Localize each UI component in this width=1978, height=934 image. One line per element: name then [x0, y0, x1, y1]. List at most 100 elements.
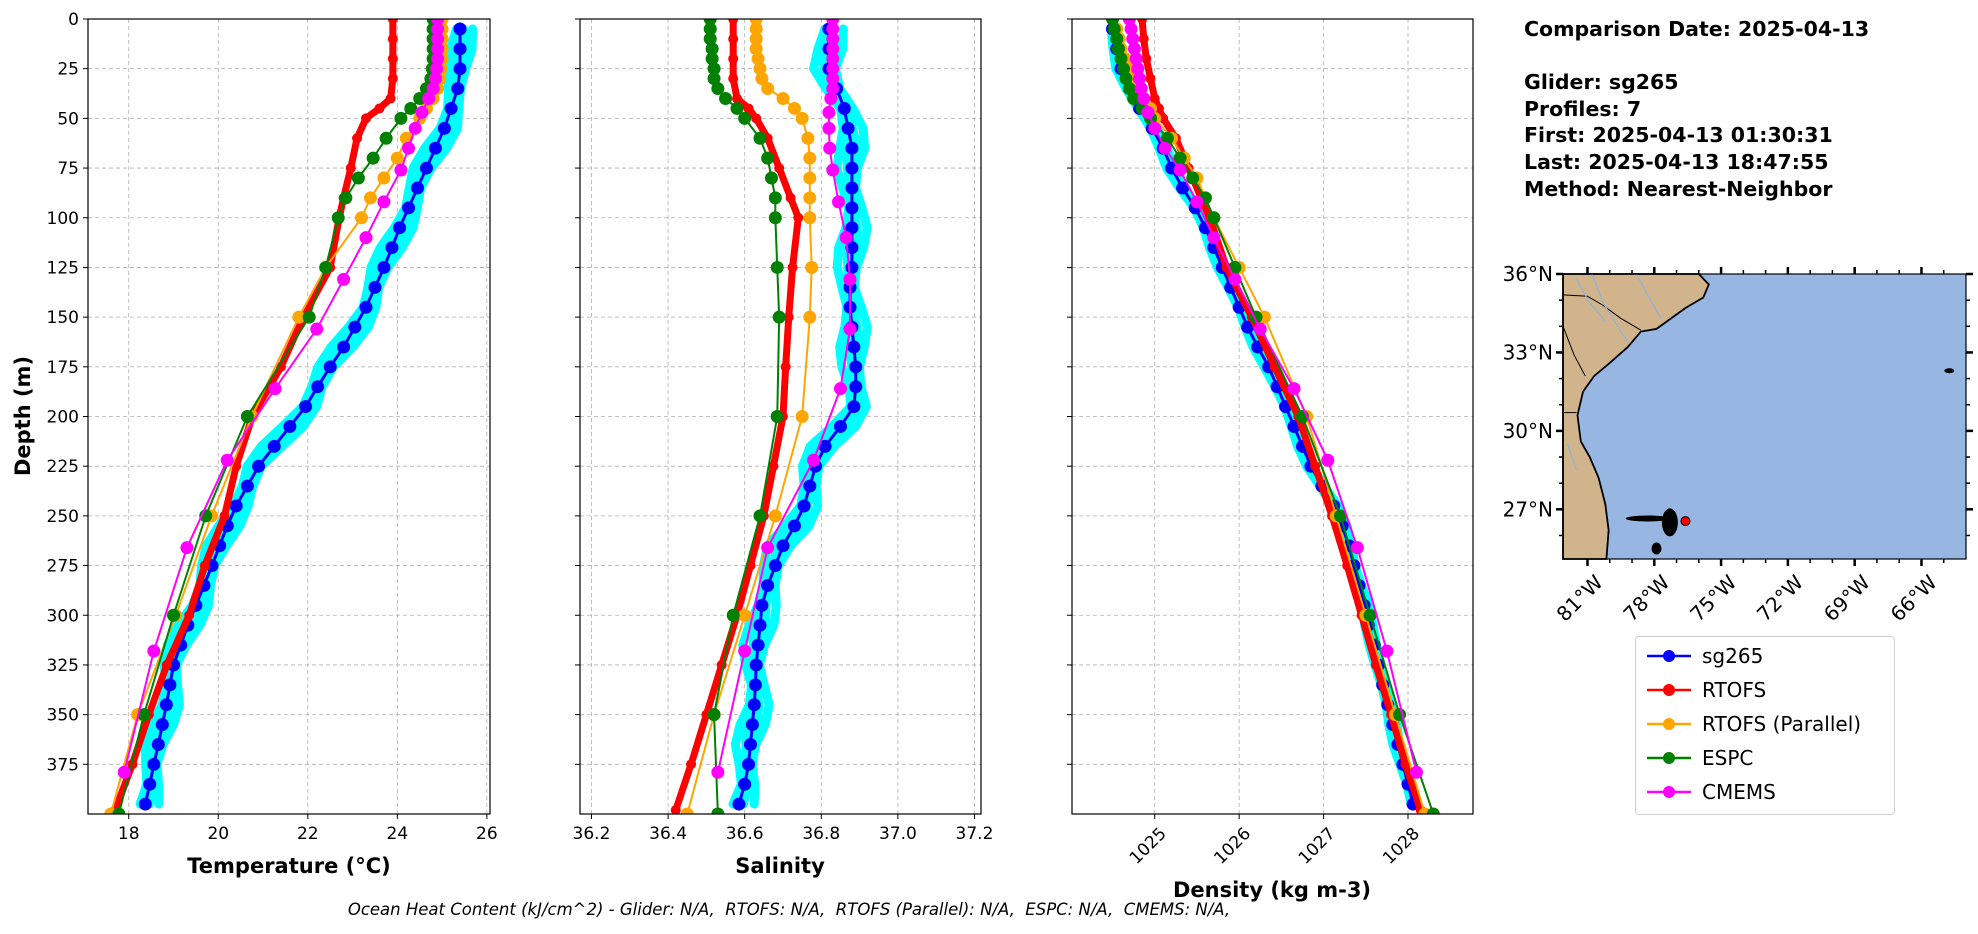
data-point	[803, 310, 817, 324]
data-point	[761, 541, 775, 555]
data-point	[366, 151, 380, 165]
plot-area	[104, 19, 478, 814]
data-point	[728, 53, 739, 64]
legend-item: ESPC	[1646, 743, 1753, 773]
salinity-axis-label: Salinity	[735, 854, 825, 878]
data-point	[753, 509, 767, 523]
data-point	[137, 708, 151, 722]
data-point	[387, 53, 398, 64]
data-point	[385, 241, 399, 255]
map-frame	[1562, 273, 1967, 560]
island	[1944, 368, 1955, 374]
data-point	[753, 62, 767, 76]
data-point	[1111, 42, 1125, 56]
comparison-date: Comparison Date: 2025-04-13	[1524, 17, 1870, 41]
data-point	[229, 499, 243, 513]
data-point	[1409, 765, 1423, 779]
data-point	[451, 82, 465, 96]
data-point	[826, 72, 840, 86]
river	[1575, 278, 1606, 322]
data-point	[670, 805, 681, 814]
series-line-sg265	[737, 28, 858, 805]
y-tick-label: 175	[47, 358, 79, 378]
data-point	[726, 608, 740, 622]
x-tick-label: 36.8	[802, 824, 840, 844]
data-point	[1141, 105, 1155, 119]
data-point	[1310, 461, 1321, 472]
data-point	[319, 260, 333, 274]
data-point	[351, 171, 365, 185]
data-point	[374, 103, 385, 114]
river	[1635, 273, 1662, 319]
data-point	[826, 32, 840, 46]
data-point	[184, 610, 195, 621]
data-point	[1158, 141, 1172, 155]
data-point	[803, 171, 817, 185]
data-point	[749, 22, 763, 36]
data-point	[151, 737, 165, 751]
data-point	[292, 310, 306, 324]
axes-frame	[579, 18, 982, 815]
x-tick-label: 1028	[1379, 824, 1424, 869]
data-point	[408, 121, 422, 135]
data-point	[833, 382, 847, 396]
x-tick-label: 36.2	[573, 824, 611, 844]
data-point	[843, 272, 857, 286]
legend-label: ESPC	[1702, 746, 1754, 770]
data-point	[1141, 53, 1152, 64]
data-point	[431, 32, 445, 46]
data-point	[268, 382, 282, 396]
data-point	[719, 92, 733, 105]
y-tick-label: 75	[57, 159, 79, 179]
data-point	[453, 62, 467, 76]
location-map: 36°N 33°N 30°N 27°N 81°W 78°W 75°W 72°W 69°W 66°W	[1503, 262, 1973, 626]
data-point	[430, 62, 444, 76]
data-point	[705, 52, 719, 66]
data-point	[220, 453, 234, 467]
data-point	[849, 360, 863, 374]
data-point	[705, 42, 719, 56]
data-point	[787, 101, 801, 115]
data-point	[745, 718, 759, 732]
data-point	[143, 777, 157, 791]
data-point	[1160, 131, 1174, 145]
data-point	[795, 111, 809, 125]
data-point	[331, 211, 345, 225]
data-point	[352, 133, 363, 144]
data-point	[1253, 322, 1267, 336]
data-point	[1127, 42, 1141, 56]
data-point	[801, 131, 815, 145]
data-point	[803, 479, 817, 493]
data-point	[1173, 151, 1187, 165]
data-point	[404, 101, 418, 115]
data-point	[711, 765, 725, 779]
data-point	[1190, 195, 1204, 209]
data-point	[359, 231, 373, 245]
data-point	[415, 105, 429, 119]
data-point	[748, 678, 762, 692]
depth-axis-label: Depth (m)	[11, 356, 35, 476]
data-point	[772, 310, 786, 324]
data-point	[785, 192, 796, 203]
data-point	[728, 73, 739, 84]
data-point	[749, 32, 763, 46]
data-point	[797, 499, 811, 513]
legend-label: RTOFS	[1702, 678, 1767, 702]
data-point	[348, 320, 362, 334]
data-point	[749, 42, 763, 56]
x-tick-label: 26	[476, 824, 498, 844]
data-point	[822, 121, 836, 135]
data-point	[1127, 92, 1141, 105]
data-point	[803, 151, 817, 165]
data-point	[728, 33, 739, 44]
data-point	[1148, 121, 1162, 135]
x-tick-label: 18	[118, 824, 140, 844]
data-point	[1363, 608, 1377, 622]
y-tick-label: 300	[47, 606, 79, 626]
data-point	[437, 121, 451, 135]
data-point	[680, 807, 694, 814]
legend-item: RTOFS	[1646, 675, 1766, 705]
x-tick-label: 1027	[1295, 824, 1340, 869]
data-point	[743, 103, 754, 114]
data-point	[387, 73, 398, 84]
